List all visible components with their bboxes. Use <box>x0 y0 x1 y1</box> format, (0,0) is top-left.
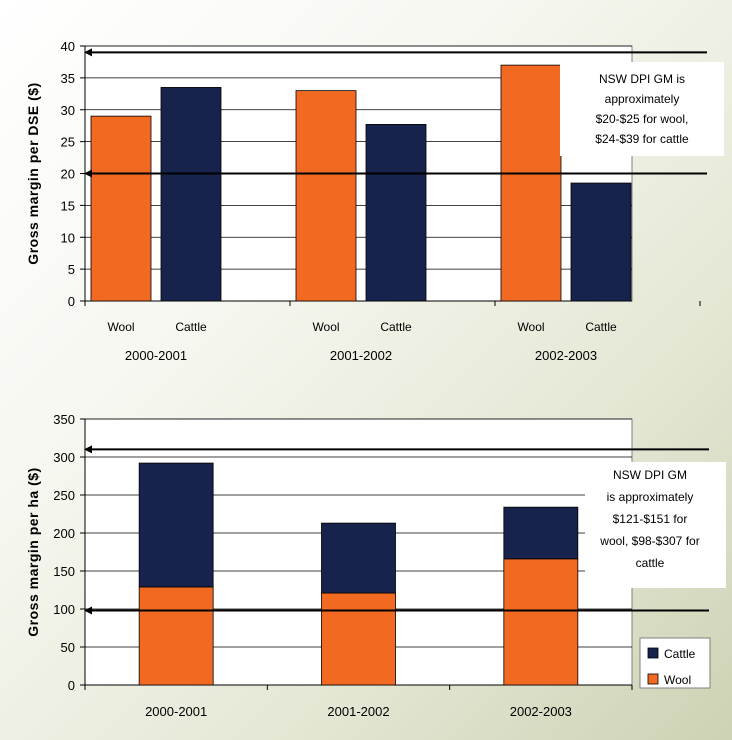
y-tick-label: 30 <box>61 103 75 118</box>
y-tick-label: 350 <box>53 412 75 427</box>
y-tick-label: 15 <box>61 198 75 213</box>
bar-wool <box>295 90 357 302</box>
annotation-line: wool, $98-$307 for <box>599 534 699 548</box>
category-label: Wool <box>107 320 134 334</box>
category-label: Cattle <box>585 320 617 334</box>
y-tick-label: 5 <box>68 262 75 277</box>
y-tick-label: 10 <box>61 230 75 245</box>
legend-label: Cattle <box>664 647 696 661</box>
annotation-line: $121-$151 for <box>613 512 688 526</box>
y-axis-title: Gross margin per ha ($) <box>25 467 41 636</box>
bar-cattle <box>570 182 632 302</box>
annotation-line: is approximately <box>607 490 694 504</box>
reference-line-upper-arrowhead <box>84 48 92 57</box>
reference-line-upper-arrowhead <box>84 445 92 454</box>
annotation-line: $20-$25 for wool, <box>596 112 689 126</box>
bar-segment-wool <box>138 586 214 686</box>
category-label: 2001-2002 <box>327 704 389 719</box>
y-tick-label: 0 <box>68 678 75 693</box>
bar-segment-cattle <box>321 522 396 594</box>
bar-segment-wool <box>321 592 396 686</box>
category-label: 2000-2001 <box>145 704 207 719</box>
y-tick-label: 40 <box>61 39 75 54</box>
bar-cattle <box>365 124 427 302</box>
annotation-box <box>560 62 724 156</box>
category-label: Cattle <box>380 320 412 334</box>
annotation-line: $24-$39 for cattle <box>595 132 689 146</box>
legend-swatch-cattle <box>647 647 659 659</box>
reference-line-lower-arrowhead <box>84 606 92 615</box>
y-axis-title: Gross margin per DSE ($) <box>25 82 41 264</box>
reference-line-lower-arrowhead <box>84 169 92 178</box>
legend <box>639 637 711 689</box>
category-label: Wool <box>517 320 544 334</box>
bar-wool <box>500 64 562 302</box>
annotation-line: NSW DPI GM is <box>599 72 685 86</box>
bar-segment-cattle <box>503 506 579 560</box>
category-label: 2002-2003 <box>510 704 572 719</box>
annotation-box <box>585 462 726 588</box>
category-label: Cattle <box>175 320 207 334</box>
category-label: Wool <box>312 320 339 334</box>
legend-swatch-wool <box>647 673 659 685</box>
bar-cattle <box>160 87 222 302</box>
group-label: 2001-2002 <box>330 348 392 363</box>
annotation-line: NSW DPI GM <box>613 468 687 482</box>
y-tick-label: 200 <box>53 526 75 541</box>
annotation-line: cattle <box>636 556 665 570</box>
annotation-line: approximately <box>605 92 680 106</box>
legend-label: Wool <box>664 673 691 687</box>
y-tick-label: 0 <box>68 294 75 309</box>
y-tick-label: 35 <box>61 71 75 86</box>
bar-wool <box>90 115 152 302</box>
bar-segment-wool <box>503 558 579 686</box>
y-tick-label: 50 <box>61 640 75 655</box>
y-tick-label: 150 <box>53 564 75 579</box>
y-tick-label: 25 <box>61 135 75 150</box>
y-tick-label: 250 <box>53 488 75 503</box>
group-label: 2000-2001 <box>125 348 187 363</box>
bar-segment-cattle <box>138 462 214 588</box>
y-tick-label: 300 <box>53 450 75 465</box>
y-tick-label: 100 <box>53 602 75 617</box>
group-label: 2002-2003 <box>535 348 597 363</box>
y-tick-label: 20 <box>61 167 75 182</box>
